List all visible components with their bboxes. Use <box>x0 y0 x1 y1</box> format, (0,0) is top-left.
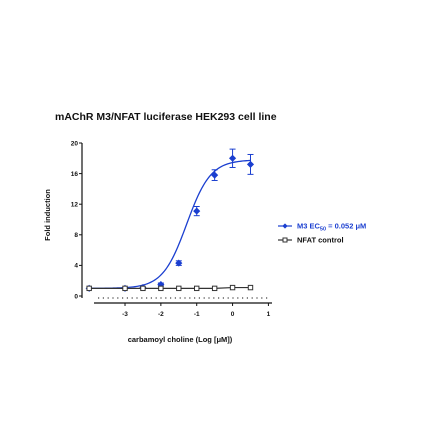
data-point <box>211 285 218 292</box>
data-point <box>158 285 164 292</box>
data-point <box>247 284 254 291</box>
data-point <box>175 259 183 267</box>
x-tick-label: -1 <box>194 311 200 318</box>
data-point <box>211 171 219 179</box>
legend-label: M3 EC50 = 0.052 μM <box>297 222 366 233</box>
legend-item-m3: M3 EC50 = 0.052 μM <box>278 222 366 233</box>
data-point <box>140 285 146 292</box>
y-tick-label: 16 <box>71 171 79 178</box>
series-nfat-control <box>86 284 254 292</box>
y-tick-label: 20 <box>71 140 79 147</box>
x-axis-label: carbamoyl choline (Log [μM]) <box>128 335 233 344</box>
y-tick-label: 8 <box>74 232 78 239</box>
data-point <box>86 285 92 292</box>
fit-curve <box>89 159 251 289</box>
axes: 0 4 8 12 16 20 -3 -2 -1 0 1 <box>71 140 272 318</box>
y-tick-label: 0 <box>74 293 78 300</box>
data-point <box>229 284 236 291</box>
y-tick-label: 4 <box>74 263 78 270</box>
y-tick-label: 12 <box>71 202 79 209</box>
series-m3 <box>85 148 255 292</box>
data-point <box>176 285 182 292</box>
x-tick-label: -3 <box>122 311 128 318</box>
x-tick-label: 0 <box>231 311 235 318</box>
x-tick-label: -2 <box>158 311 164 318</box>
chart-title: mAChR M3/NFAT luciferase HEK293 cell lin… <box>55 111 277 123</box>
legend-label: NFAT control <box>297 236 344 245</box>
data-point <box>194 285 200 292</box>
legend-marker <box>282 237 288 243</box>
data-point <box>246 160 255 168</box>
data-point <box>122 285 128 292</box>
data-point <box>193 207 201 215</box>
y-axis-label: Fold induction <box>43 189 52 241</box>
legend-marker <box>282 223 288 229</box>
x-tick-label: 1 <box>267 311 271 318</box>
data-point <box>229 154 237 162</box>
plot-area <box>85 148 255 292</box>
legend: M3 EC50 = 0.052 μM NFAT control <box>278 222 366 245</box>
legend-item-nfat-control: NFAT control <box>278 236 344 245</box>
